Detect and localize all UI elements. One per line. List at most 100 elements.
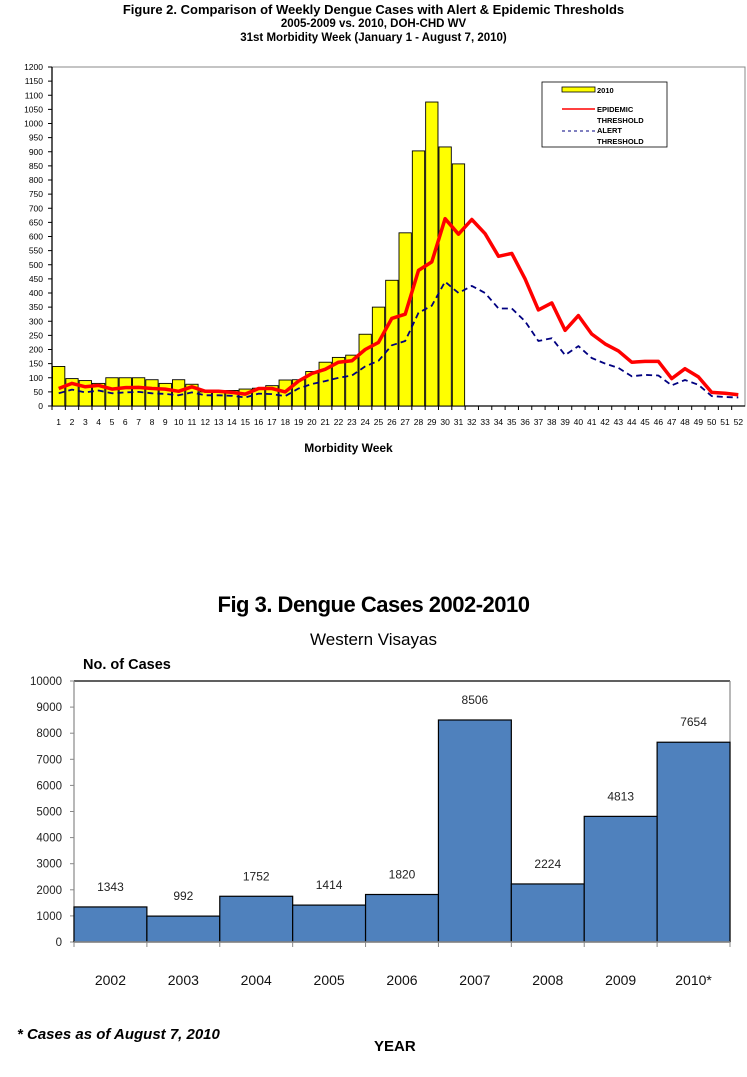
x-tick-label: 2009 — [605, 972, 636, 988]
x-tick-label: 42 — [600, 417, 610, 427]
x-tick-label: 6 — [123, 417, 128, 427]
x-tick-label: 37 — [534, 417, 544, 427]
y-tick-label: 650 — [29, 217, 43, 227]
bar-2010-week-30 — [438, 146, 452, 407]
x-tick-label: 40 — [574, 417, 584, 427]
y-tick-label: 1150 — [25, 76, 44, 86]
y-tick-label: 1200 — [24, 62, 43, 72]
x-tick-label: 2 — [70, 417, 75, 427]
figure3-subtitle: Western Visayas — [310, 630, 437, 649]
x-tick-label: 20 — [307, 417, 317, 427]
figure2-subtitle: 2005-2009 vs. 2010, DOH-CHD WV — [280, 18, 467, 30]
x-tick-label: 14 — [227, 417, 237, 427]
y-tick-label: 1000 — [36, 911, 62, 923]
x-tick-label: 19 — [294, 417, 304, 427]
data-label-2004: 1752 — [243, 869, 270, 883]
x-tick-label: 43 — [614, 417, 624, 427]
x-tick-label: 2005 — [314, 972, 345, 988]
y-tick-label: 800 — [29, 175, 43, 185]
x-tick-label: 13 — [214, 417, 224, 427]
y-tick-label: 300 — [29, 316, 43, 326]
x-tick-label: 51 — [720, 417, 730, 427]
x-axis-title: Morbidity Week — [304, 441, 393, 455]
x-tick-label: 2008 — [532, 972, 563, 988]
figure3-chart: 0 1000 2000 3000 4000 5000 6000 7000 8000 9000 100… — [30, 676, 731, 988]
data-label-2003: 992 — [173, 889, 193, 903]
y-tick-label: 550 — [29, 246, 43, 256]
y-tick-label: 450 — [29, 274, 43, 284]
x-tick-label: 4 — [96, 417, 101, 427]
x-tick-label: 39 — [560, 417, 570, 427]
x-tick-label: 21 — [320, 417, 330, 427]
bar-2009 — [583, 815, 658, 943]
x-tick-label: 2010* — [675, 972, 712, 988]
figure3-x-axis-label: YEAR — [374, 1038, 416, 1055]
x-tick-label: 9 — [163, 417, 168, 427]
y-tick-label: 7000 — [36, 754, 62, 766]
x-tick-label: 2002 — [95, 972, 126, 988]
bar-2002 — [73, 906, 148, 943]
x-tick-label: 12 — [201, 417, 211, 427]
y-tick-label: 4000 — [36, 833, 62, 845]
y-tick-label: 900 — [29, 147, 43, 157]
x-tick-label: 46 — [654, 417, 664, 427]
y-tick-label: 100 — [29, 373, 43, 383]
y-tick-label: 1050 — [24, 104, 43, 114]
x-tick-label: 11 — [188, 417, 197, 427]
x-tick-label: 27 — [400, 417, 410, 427]
y-tick-label: 750 — [29, 189, 43, 199]
x-tick-label: 15 — [241, 417, 251, 427]
x-tick-label: 34 — [494, 417, 504, 427]
bar-2005 — [292, 904, 367, 943]
x-tick-label: 7 — [136, 417, 141, 427]
x-tick-label: 16 — [254, 417, 264, 427]
x-tick-label: 5 — [110, 417, 115, 427]
bar-2010-week-29 — [425, 101, 439, 407]
y-tick-label: 250 — [29, 330, 43, 340]
y-tick-label: 850 — [29, 161, 43, 171]
bar-2010-week-5 — [105, 377, 119, 407]
data-label-2002: 1343 — [97, 880, 124, 894]
x-tick-label: 3 — [83, 417, 88, 427]
y-tick-label: 500 — [29, 260, 43, 270]
x-tick-label: 10 — [174, 417, 184, 427]
alert-threshold-line — [58, 280, 739, 399]
bar-2010* — [656, 741, 731, 943]
x-tick-label: 52 — [734, 417, 744, 427]
x-tick-label: 31 — [454, 417, 464, 427]
x-tick-label: 48 — [680, 417, 690, 427]
y-tick-label: 600 — [29, 232, 43, 242]
x-tick-label: 22 — [334, 417, 344, 427]
legend-swatch-2010 — [561, 86, 596, 93]
epidemic-threshold-line — [58, 216, 739, 397]
y-tick-label: 150 — [29, 359, 43, 369]
x-tick-label: 29 — [427, 417, 437, 427]
data-label-2010*: 7654 — [680, 715, 707, 729]
x-tick-label: 36 — [520, 417, 530, 427]
y-tick-label: 1100 — [25, 90, 44, 100]
legend-box — [541, 81, 668, 148]
x-tick-label: 38 — [547, 417, 557, 427]
bar-2007 — [437, 719, 512, 943]
x-tick-label: 8 — [150, 417, 155, 427]
x-tick-label: 28 — [414, 417, 424, 427]
y-tick-label: 0 — [38, 401, 43, 411]
x-tick-label: 35 — [507, 417, 517, 427]
legend-label-epidemic-2: THRESHOLD — [597, 116, 644, 125]
y-tick-label: 5000 — [36, 807, 62, 819]
figure2-chart: 0501001502002503003504004505005506006507… — [24, 62, 746, 455]
bar-2010-week-4 — [92, 382, 106, 407]
x-tick-label: 26 — [387, 417, 397, 427]
x-tick-label: 32 — [467, 417, 477, 427]
bar-2010-week-23 — [345, 354, 359, 407]
data-label-2009: 4813 — [607, 789, 634, 803]
x-tick-label: 1 — [56, 417, 61, 427]
y-tick-label: 9000 — [36, 702, 62, 714]
data-label-2006: 1820 — [389, 867, 416, 881]
y-tick-label: 1000 — [24, 119, 43, 129]
x-tick-label: 2003 — [168, 972, 199, 988]
bar-2006 — [364, 893, 440, 943]
y-tick-label: 700 — [29, 203, 43, 213]
x-tick-label: 50 — [707, 417, 717, 427]
